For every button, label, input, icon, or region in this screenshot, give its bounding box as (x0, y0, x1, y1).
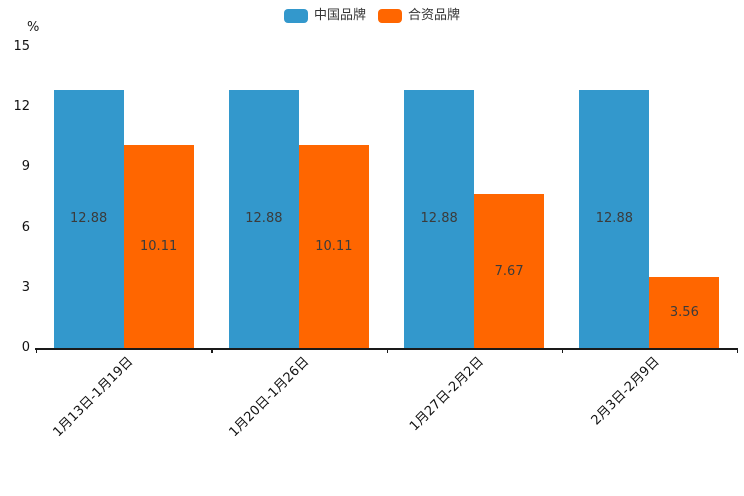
x-axis-tick-label: 1月13日-1月19日 (50, 354, 137, 441)
x-axis-tick-label: 1月27日-2月2日 (407, 354, 488, 435)
y-axis-tick-label: 12 (13, 99, 30, 115)
bar-value-label: 10.11 (140, 239, 178, 255)
bar-value-label: 10.11 (315, 239, 353, 255)
y-axis-tick-label: 9 (21, 159, 30, 175)
x-axis-tick-mark (386, 348, 388, 353)
legend-item-joint-venture-brands[interactable]: 合资品牌 (378, 9, 460, 23)
y-axis-unit-label: % (27, 20, 40, 35)
legend-label-joint-venture-brands: 合资品牌 (408, 8, 461, 23)
x-axis-tick-label: 2月3日-2月9日 (588, 354, 663, 429)
bar-series1-group2: 7.67 (474, 194, 545, 348)
bar-series1-group3: 3.56 (649, 276, 720, 348)
y-axis-tick-label: 3 (21, 279, 30, 295)
bar-value-label: 12.88 (245, 211, 283, 227)
bar-value-label: 12.88 (70, 211, 108, 227)
bar-value-label: 12.88 (595, 211, 633, 227)
x-axis-tick-mark (737, 348, 739, 353)
y-axis-tick-label: 0 (21, 340, 30, 355)
y-axis-tick-label: 15 (13, 39, 30, 54)
x-axis-tick-mark (561, 348, 564, 353)
bar-value-label: 12.88 (420, 211, 458, 227)
legend-swatch-china-brands (283, 9, 308, 23)
legend-label-china-brands: 中国品牌 (313, 8, 366, 23)
x-axis-tick-mark (211, 348, 213, 353)
bar-series1-group0: 10.11 (123, 145, 194, 348)
bar-series0-group2: 12.88 (404, 89, 475, 348)
bar-value-label: 3.56 (669, 304, 699, 320)
legend-swatch-joint-venture-brands (378, 9, 402, 23)
bar-series0-group0: 12.88 (53, 89, 124, 348)
x-axis-tick-mark (36, 348, 38, 353)
bar-series1-group1: 10.11 (298, 145, 369, 348)
bar-series0-group3: 12.88 (579, 89, 650, 348)
legend-item-china-brands[interactable]: 中国品牌 (283, 8, 366, 23)
y-axis-tick-label: 6 (21, 219, 30, 235)
bar-series0-group1: 12.88 (228, 89, 299, 348)
x-axis-tick-label: 1月20日-1月26日 (225, 354, 312, 441)
chart-legend: 中国品牌 合资品牌 (0, 9, 744, 23)
bar-value-label: 7.67 (494, 263, 524, 279)
